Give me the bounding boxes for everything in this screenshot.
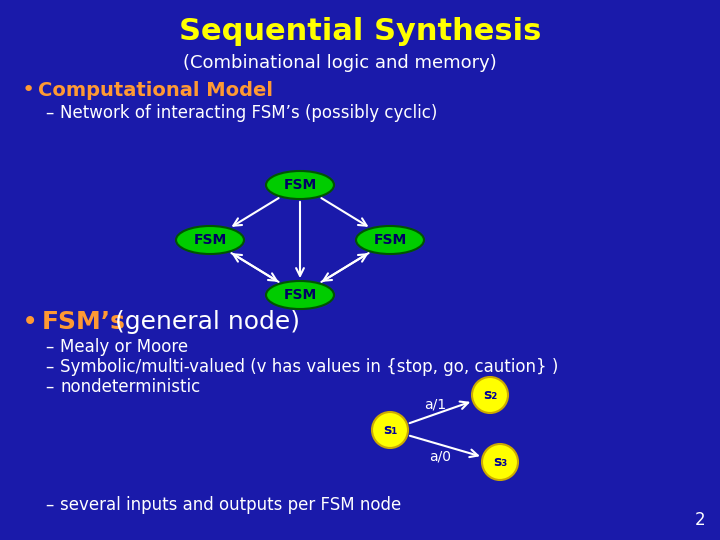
Ellipse shape	[266, 171, 334, 199]
Circle shape	[472, 377, 508, 413]
Text: Sequential Synthesis: Sequential Synthesis	[179, 17, 541, 46]
Text: FSM’s: FSM’s	[42, 310, 126, 334]
Text: a/0: a/0	[429, 449, 451, 463]
Text: 2: 2	[694, 511, 705, 529]
Ellipse shape	[356, 226, 424, 254]
Text: FSM: FSM	[194, 233, 227, 247]
Text: Symbolic/multi-valued (v has values in {stop, go, caution} ): Symbolic/multi-valued (v has values in {…	[60, 358, 559, 376]
Text: –: –	[45, 358, 53, 376]
Ellipse shape	[266, 281, 334, 309]
Text: several inputs and outputs per FSM node: several inputs and outputs per FSM node	[60, 496, 401, 514]
Text: –: –	[45, 338, 53, 356]
Text: •: •	[22, 80, 35, 100]
Text: FSM: FSM	[284, 288, 317, 302]
Text: s₁: s₁	[383, 423, 397, 437]
Text: FSM: FSM	[374, 233, 407, 247]
Text: –: –	[45, 496, 53, 514]
Text: s₂: s₂	[483, 388, 497, 402]
Text: (Combinational logic and memory): (Combinational logic and memory)	[183, 54, 497, 72]
Text: –: –	[45, 104, 53, 122]
Text: Network of interacting FSM’s (possibly cyclic): Network of interacting FSM’s (possibly c…	[60, 104, 437, 122]
Circle shape	[482, 444, 518, 480]
Text: Mealy or Moore: Mealy or Moore	[60, 338, 188, 356]
Ellipse shape	[176, 226, 244, 254]
Text: FSM: FSM	[284, 178, 317, 192]
Text: •: •	[22, 308, 38, 336]
Circle shape	[372, 412, 408, 448]
Text: –: –	[45, 378, 53, 396]
Text: a/1: a/1	[424, 397, 446, 411]
Text: s₃: s₃	[493, 455, 507, 469]
Text: nondeterministic: nondeterministic	[60, 378, 200, 396]
Text: Computational Model: Computational Model	[38, 80, 273, 99]
Text: (general node): (general node)	[107, 310, 300, 334]
